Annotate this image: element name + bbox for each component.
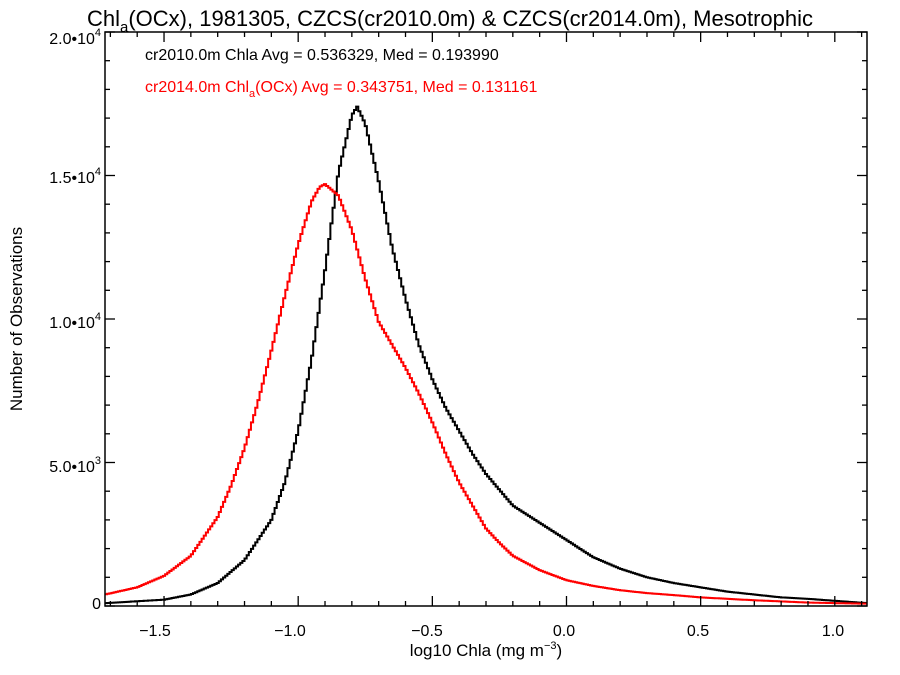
y-tick-exponent: 4 [95, 166, 101, 178]
legend-entry-subscript: a [249, 88, 256, 100]
chart-title-rest: (OCx), 1981305, CZCS(cr2010.0m) & CZCS(c… [128, 6, 813, 31]
y-tick-label: 1.5•104 [49, 166, 101, 187]
x-tick-labels: −1.5 −1.0 −0.5 0.0 0.5 1.0 [139, 623, 844, 640]
x-axis-label-end: ) [557, 641, 563, 660]
y-tick-mantissa: 0 [92, 596, 101, 613]
y-tick-label: 1.0•104 [49, 311, 101, 332]
x-tick-label: −1.5 [139, 623, 171, 640]
y-tick-mantissa: 5.0•10 [49, 459, 95, 476]
legend: cr2010.0m Chla Avg = 0.536329, Med = 0.1… [145, 47, 538, 100]
plot-frame [104, 31, 868, 607]
y-tick-mantissa: 1.5•10 [49, 170, 95, 187]
y-tick-exponent: 4 [95, 27, 101, 39]
y-tick-label: 0 [92, 596, 101, 613]
legend-entry-text: cr2010.0m Chla Avg = 0.536329, Med = 0.1… [145, 47, 499, 64]
legend-entry-cr2010: cr2010.0m Chla Avg = 0.536329, Med = 0.1… [145, 47, 499, 64]
x-tick-label: 1.0 [822, 623, 844, 640]
x-tick-label: 0.0 [553, 623, 575, 640]
legend-entry-cr2014: cr2014.0m Chla(OCx) Avg = 0.343751, Med … [145, 79, 538, 100]
legend-entry-rest: (OCx) Avg = 0.343751, Med = 0.131161 [255, 79, 537, 96]
y-axis-label: Number of Observations [7, 227, 26, 411]
series-line-cr2010 [105, 105, 867, 605]
y-tick-labels: 0 5.0•103 1.0•104 1.5•104 2.0•104 [49, 27, 101, 613]
y-tick-exponent: 3 [95, 455, 101, 467]
y-tick-mantissa: 1.0•10 [49, 315, 95, 332]
plot-data [105, 105, 867, 605]
chart-title-main: Chl [87, 6, 120, 31]
x-axis-label-exponent: −3 [544, 640, 557, 652]
y-tick-exponent: 4 [95, 311, 101, 323]
axis-ticks [105, 31, 867, 607]
y-tick-mantissa: 2.0•10 [49, 31, 95, 48]
x-tick-label: −1.0 [274, 623, 306, 640]
y-tick-label: 5.0•103 [49, 455, 101, 476]
x-tick-label: −0.5 [411, 623, 443, 640]
x-axis-label: log10 Chla (mg m−3) [410, 640, 562, 660]
x-tick-label: 0.5 [687, 623, 709, 640]
chart-title: Chla(OCx), 1981305, CZCS(cr2010.0m) & CZ… [87, 6, 813, 36]
y-tick-label: 2.0•104 [49, 27, 101, 48]
series-line-cr2014 [105, 183, 867, 605]
legend-entry-text: cr2014.0m Chl [145, 79, 249, 96]
chart-title-subscript: a [120, 19, 129, 36]
x-axis-label-main: log10 Chla (mg m [410, 641, 544, 660]
